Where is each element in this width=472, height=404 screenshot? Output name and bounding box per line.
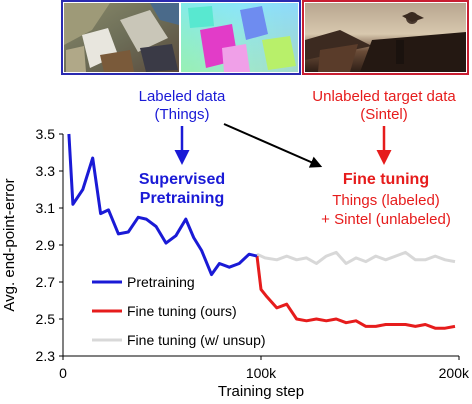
x-tick-label: 0	[59, 365, 67, 381]
things-render-image	[64, 3, 179, 72]
y-tick-label: 2.7	[36, 274, 56, 290]
supervised-label-line2: Pretraining	[140, 190, 224, 207]
sintel-image-border	[302, 0, 469, 75]
labeled-data-label-line2: (Things)	[154, 106, 209, 123]
y-axis-label: Avg. end-point-error	[1, 178, 18, 311]
y-tick-label: 2.5	[36, 311, 56, 327]
unlabeled-data-label-line2: (Sintel)	[360, 106, 408, 123]
y-tick-label: 3.3	[36, 163, 56, 179]
things-to-finetune-arrow	[223, 123, 323, 168]
plot-area: 2.3 2.5 2.7 2.9 3.1 3.3 3.5 0 100k 200k	[36, 126, 470, 381]
legend-label-fine-tuning-ours: Fine tuning (ours)	[127, 303, 237, 319]
legend-label-fine-tuning-unsup: Fine tuning (w/ unsup)	[127, 332, 266, 348]
legend: Pretraining Fine tuning (ours) Fine tuni…	[92, 274, 266, 348]
series-layer	[67, 133, 456, 330]
legend-label-pretraining: Pretraining	[127, 274, 195, 290]
series-line-fine-tuning-unsup	[256, 250, 456, 265]
things-image-group	[61, 0, 301, 75]
labeled-data-label-line1: Labeled data	[139, 88, 226, 105]
series-line-pretraining	[67, 133, 258, 277]
supervised-label-line1: Supervised	[139, 171, 225, 188]
unlabeled-data-label-line1: Unlabeled target data	[312, 88, 456, 105]
x-axis-label: Training step	[218, 383, 304, 400]
y-tick-label: 2.3	[36, 348, 56, 364]
x-tick-label: 200k	[439, 365, 470, 381]
y-tick-label: 3.5	[36, 126, 56, 142]
axis-ticks: 2.3 2.5 2.7 2.9 3.1 3.3 3.5 0 100k 200k	[36, 126, 470, 381]
series-line-fine-tuning-ours	[255, 255, 456, 330]
y-tick-label: 3.1	[36, 200, 56, 216]
fine-tuning-title: Fine tuning	[343, 171, 429, 188]
x-tick-label: 100k	[246, 365, 277, 381]
fine-tuning-line1: Things (labeled)	[332, 192, 440, 209]
y-tick-label: 2.9	[36, 237, 56, 253]
things-images-border	[61, 0, 301, 75]
things-flow-image	[181, 3, 298, 72]
sintel-frame-image	[305, 3, 466, 72]
sintel-image-group	[302, 0, 469, 75]
fine-tuning-line2: + Sintel (unlabeled)	[321, 211, 451, 228]
